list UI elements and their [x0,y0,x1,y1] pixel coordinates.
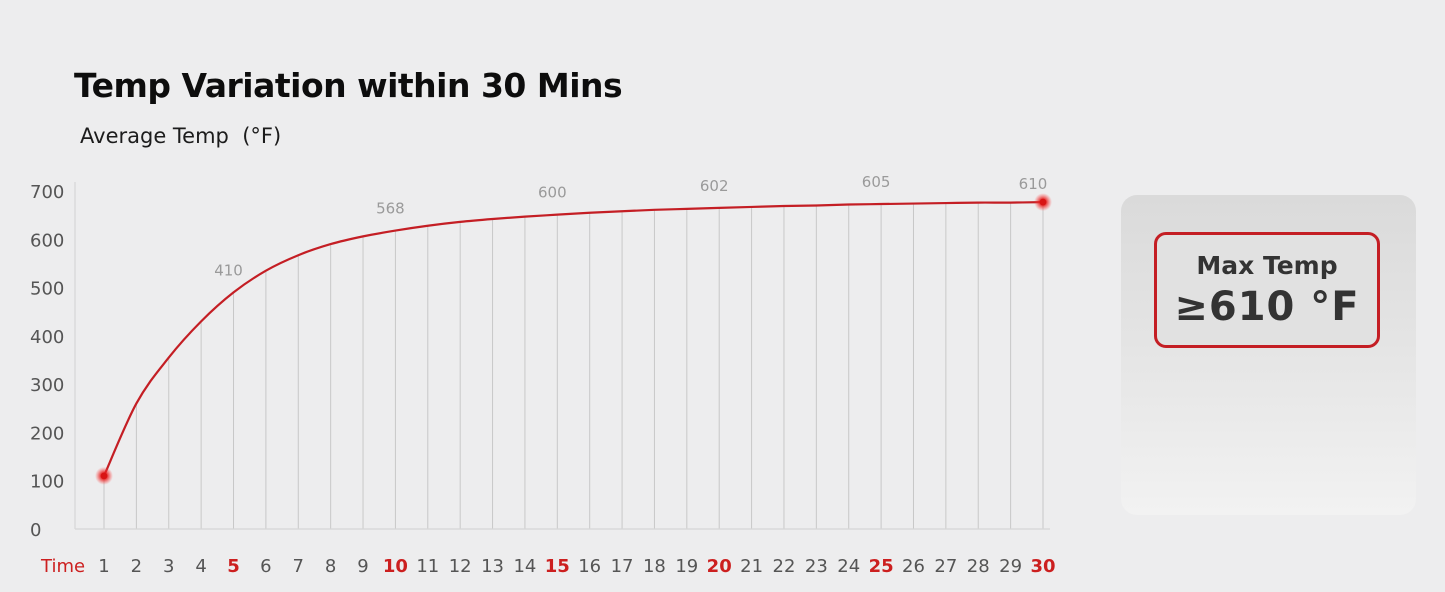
x-tick-12: 12 [449,556,472,577]
annotation-label-10: 568 [376,200,405,218]
max-temp-box: Max Temp ≥610 °F [1154,232,1380,348]
annotation-label-25: 605 [862,173,891,191]
x-tick-4: 4 [195,556,206,577]
x-tick-labels: Time 1 2 3 4 5 6 7 8 9 10 11 12 13 14 15 16 17 18 19 20 21 22 2… [40,556,1056,577]
y-tick-100: 100 [30,472,64,493]
x-tick-18: 18 [643,556,666,577]
x-tick-30: 30 [1030,556,1055,577]
annotation-label-20: 602 [700,177,729,195]
x-tick-21: 21 [740,556,763,577]
x-tick-7: 7 [293,556,304,577]
x-tick-24: 24 [837,556,860,577]
x-tick-2: 2 [131,556,142,577]
x-tick-28: 28 [967,556,990,577]
y-tick-600: 600 [30,230,64,251]
axes [74,182,1050,530]
x-tick-10: 10 [383,556,408,577]
endpoint-markers [95,193,1052,485]
x-tick-20: 20 [707,556,732,577]
x-tick-27: 27 [934,556,957,577]
x-tick-13: 13 [481,556,504,577]
y-tick-700: 700 [30,182,64,203]
x-tick-16: 16 [578,556,601,577]
x-tick-22: 22 [773,556,796,577]
x-tick-26: 26 [902,556,925,577]
y-tick-500: 500 [30,279,64,300]
max-temp-value: ≥610 °F [1174,284,1360,330]
data-point-1 [100,472,108,480]
x-tick-29: 29 [999,556,1022,577]
chart-title: Temp Variation within 30 Mins [74,66,623,105]
y-tick-labels: 0 100 200 300 400 500 600 700 [30,182,64,541]
x-tick-17: 17 [611,556,634,577]
grid-lines [103,202,1044,529]
x-tick-6: 6 [260,556,271,577]
x-tick-15: 15 [545,556,570,577]
x-tick-25: 25 [869,556,894,577]
max-temp-label: Max Temp [1196,251,1338,280]
data-point-30 [1039,198,1047,206]
x-tick-11: 11 [416,556,439,577]
annotation-labels: 410 568 600 602 605 610 [214,173,1047,279]
annotation-label-30: 610 [1019,175,1048,193]
y-tick-200: 200 [30,423,64,444]
y-tick-300: 300 [30,375,64,396]
x-tick-5: 5 [227,556,240,577]
annotation-label-5: 410 [214,261,243,279]
series-line-layer [102,201,1045,477]
temperature-series-line [102,201,1045,477]
y-tick-400: 400 [30,327,64,348]
x-tick-8: 8 [325,556,336,577]
x-tick-19: 19 [675,556,698,577]
annotation-label-15: 600 [538,184,567,202]
y-axis-label: Average Temp (°F) [80,124,282,148]
y-tick-0: 0 [30,520,41,541]
x-axis-title: Time [40,556,85,577]
max-temp-panel: Max Temp ≥610 °F [1121,195,1416,515]
x-tick-9: 9 [357,556,368,577]
x-tick-14: 14 [513,556,536,577]
x-tick-23: 23 [805,556,828,577]
x-tick-3: 3 [163,556,174,577]
x-tick-1: 1 [98,556,109,577]
